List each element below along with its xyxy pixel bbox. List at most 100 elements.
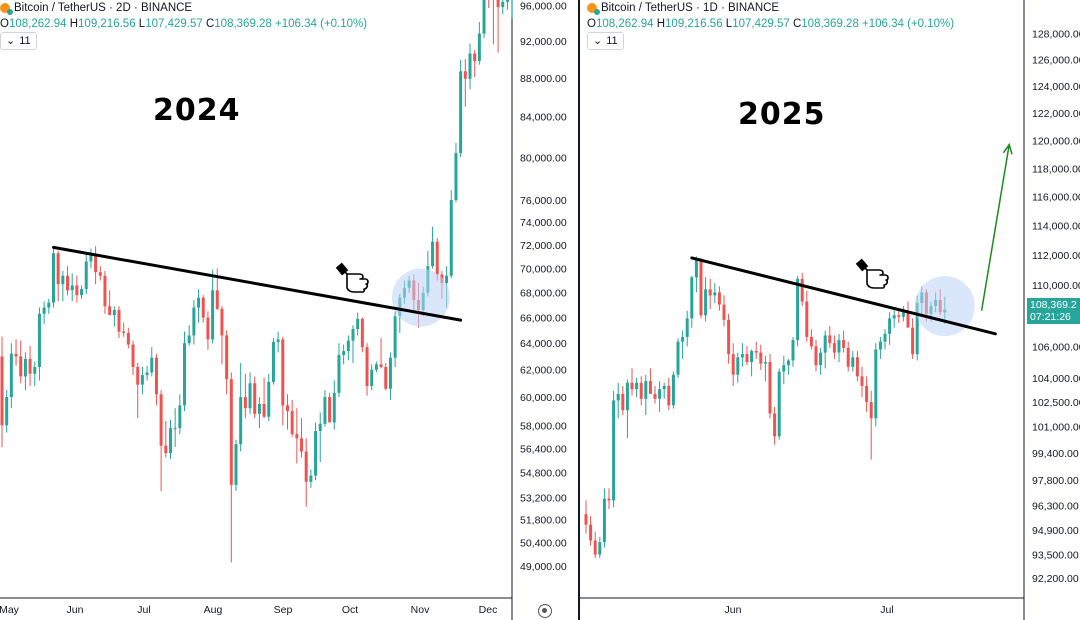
- candle[interactable]: [449, 190, 453, 279]
- candle[interactable]: [492, 0, 495, 45]
- candle[interactable]: [84, 254, 88, 294]
- candle[interactable]: [842, 330, 846, 353]
- candle[interactable]: [791, 336, 795, 367]
- candle[interactable]: [851, 351, 855, 372]
- candle[interactable]: [869, 390, 873, 460]
- candle[interactable]: [690, 275, 694, 328]
- candle[interactable]: [276, 331, 280, 353]
- candle[interactable]: [593, 531, 597, 559]
- candle[interactable]: [346, 335, 350, 361]
- candle[interactable]: [621, 385, 625, 416]
- candle[interactable]: [901, 306, 905, 322]
- candle[interactable]: [248, 372, 252, 414]
- candle[interactable]: [360, 317, 364, 353]
- candle[interactable]: [239, 363, 243, 452]
- candle[interactable]: [740, 343, 744, 367]
- candle[interactable]: [667, 377, 671, 411]
- candle[interactable]: [5, 390, 9, 433]
- candle[interactable]: [694, 256, 698, 293]
- candle[interactable]: [644, 374, 648, 416]
- candle[interactable]: [699, 257, 703, 319]
- candle[interactable]: [722, 295, 726, 327]
- candle[interactable]: [676, 338, 680, 378]
- candle[interactable]: [874, 343, 878, 427]
- candle[interactable]: [42, 301, 46, 324]
- candle[interactable]: [736, 352, 740, 383]
- candle[interactable]: [178, 394, 182, 434]
- candle[interactable]: [309, 469, 313, 488]
- candle[interactable]: [370, 364, 374, 391]
- candle[interactable]: [80, 285, 84, 299]
- candle[interactable]: [630, 368, 634, 396]
- candle[interactable]: [136, 363, 140, 419]
- candlestick-chart-2025[interactable]: 128,000.00 126,000.00 124,000.00 122,000.00…: [580, 0, 1080, 620]
- candle[interactable]: [589, 515, 593, 546]
- candle[interactable]: [33, 361, 37, 386]
- candle[interactable]: [777, 368, 781, 440]
- candle[interactable]: [183, 331, 187, 412]
- candle[interactable]: [584, 500, 588, 534]
- candle[interactable]: [612, 390, 616, 508]
- candle[interactable]: [731, 343, 735, 386]
- panel-divider[interactable]: [578, 0, 580, 620]
- projection-arrow[interactable]: [980, 144, 1010, 311]
- candle[interactable]: [150, 347, 154, 377]
- candlestick-chart-2024[interactable]: 96,000.00 92,000.00 88,000.00 84,000.00 80,0…: [0, 0, 578, 620]
- candle[interactable]: [888, 312, 892, 345]
- candle[interactable]: [154, 353, 158, 406]
- candle[interactable]: [800, 272, 804, 307]
- candle[interactable]: [374, 361, 378, 373]
- candle[interactable]: [257, 397, 261, 429]
- candle[interactable]: [173, 408, 177, 448]
- candle[interactable]: [511, 0, 514, 19]
- candle[interactable]: [89, 248, 93, 269]
- candle[interactable]: [454, 142, 458, 203]
- candle[interactable]: [819, 347, 823, 375]
- candle[interactable]: [164, 420, 168, 458]
- candle[interactable]: [159, 390, 163, 492]
- candle[interactable]: [759, 344, 763, 370]
- candle[interactable]: [625, 379, 629, 439]
- symbol-title[interactable]: Bitcoin / TetherUS · 2D · BINANCE: [14, 2, 193, 14]
- candle[interactable]: [796, 275, 800, 347]
- candle[interactable]: [662, 382, 666, 399]
- candle[interactable]: [635, 377, 639, 398]
- candle[interactable]: [379, 338, 383, 369]
- candle[interactable]: [865, 376, 869, 412]
- candle[interactable]: [66, 266, 70, 296]
- candle[interactable]: [356, 312, 360, 336]
- candle[interactable]: [773, 406, 777, 445]
- chart-panel-2025[interactable]: 128,000.00 126,000.00 124,000.00 122,000.00…: [580, 0, 1080, 620]
- candle[interactable]: [745, 346, 749, 366]
- candle[interactable]: [145, 365, 149, 381]
- candle[interactable]: [607, 488, 611, 510]
- candle[interactable]: [658, 381, 662, 412]
- candle[interactable]: [468, 43, 472, 90]
- candle[interactable]: [23, 352, 27, 391]
- candle[interactable]: [837, 333, 841, 363]
- candle[interactable]: [639, 376, 643, 406]
- candle[interactable]: [342, 344, 346, 365]
- candle[interactable]: [56, 250, 60, 302]
- candle[interactable]: [855, 351, 859, 382]
- candle[interactable]: [754, 341, 758, 359]
- candle[interactable]: [300, 418, 304, 458]
- candle[interactable]: [314, 422, 318, 481]
- candle[interactable]: [435, 238, 439, 281]
- candle[interactable]: [295, 408, 299, 464]
- candle[interactable]: [365, 343, 369, 396]
- candle[interactable]: [786, 358, 790, 375]
- candle[interactable]: [671, 371, 675, 409]
- candle[interactable]: [653, 385, 657, 404]
- candle[interactable]: [906, 301, 910, 328]
- chart-settings-icon[interactable]: [538, 604, 552, 618]
- candle[interactable]: [473, 49, 477, 77]
- candle[interactable]: [782, 355, 786, 385]
- candle[interactable]: [267, 373, 271, 421]
- candle[interactable]: [225, 330, 229, 395]
- candle[interactable]: [832, 335, 836, 359]
- candle[interactable]: [215, 268, 219, 311]
- candle[interactable]: [805, 290, 809, 342]
- candle[interactable]: [0, 336, 4, 448]
- candle[interactable]: [14, 339, 18, 366]
